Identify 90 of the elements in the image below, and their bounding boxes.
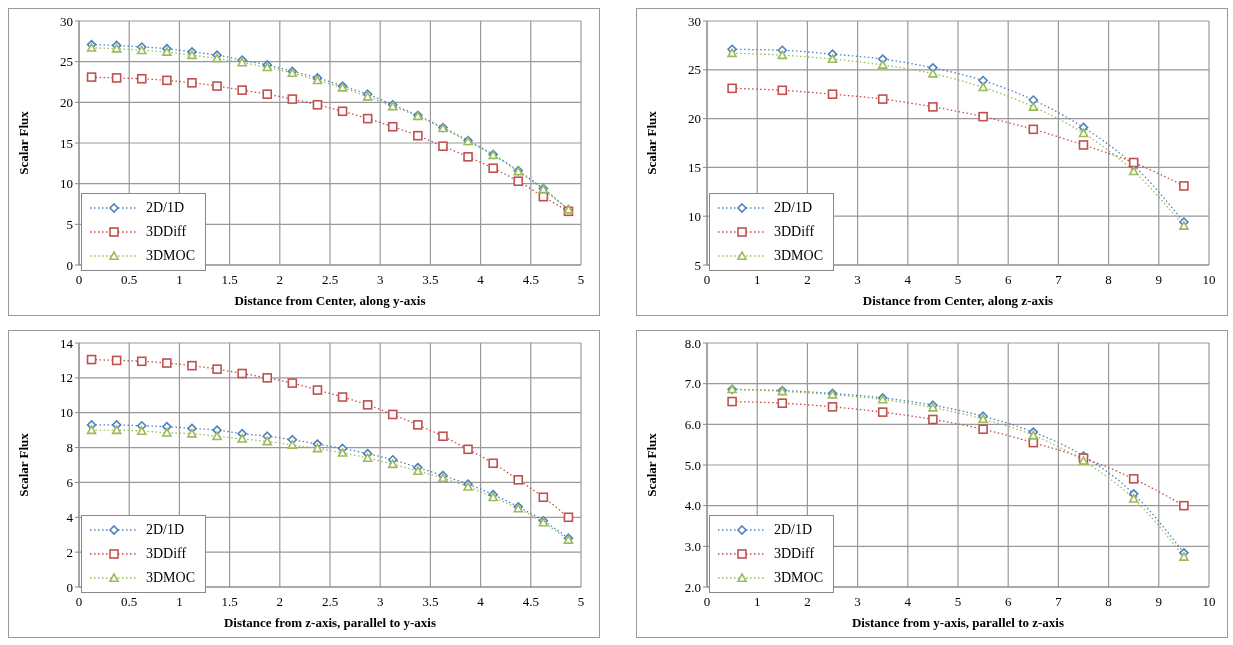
x-tick-label: 3 (376, 594, 384, 610)
y-tick-label: 8.0 (684, 335, 701, 351)
x-tick-label: 0 (703, 272, 711, 288)
y-tick-label: 30 (688, 13, 701, 29)
y-tick-label: 2 (66, 544, 73, 560)
x-tick-label: 4 (904, 272, 912, 288)
x-tick-label: 1.5 (221, 272, 238, 288)
x-tick-label: 0 (703, 594, 711, 610)
y-tick-label: 25 (60, 54, 73, 70)
x-tick-label: 5 (954, 594, 962, 610)
x-tick-label: 10 (1202, 594, 1216, 610)
y-axis-title: Scalar Flux (643, 110, 659, 175)
y-tick-label: 8 (66, 440, 73, 456)
y-tick-label: 0 (66, 257, 73, 273)
x-tick-label: 2.5 (321, 594, 339, 610)
x-axis-title: Distance from Center, along y-axis (234, 293, 426, 308)
y-axis-title: Scalar Flux (15, 110, 31, 175)
x-tick-label: 3 (854, 272, 861, 288)
y-tick-label: 12 (60, 370, 73, 386)
x-tick-label: 1 (176, 272, 183, 288)
legend-label: 3DMOC (146, 248, 196, 264)
x-tick-label: 1 (753, 594, 761, 610)
x-tick-label: 3 (376, 272, 384, 288)
y-tick-label: 20 (60, 94, 73, 110)
x-tick-label: 9 (1155, 594, 1163, 610)
y-tick-label: 4.0 (684, 498, 701, 514)
x-axis-title: Distance from z-axis, parallel to y-axis (223, 615, 437, 630)
x-tick-label: 9 (1155, 272, 1163, 288)
y-tick-label: 15 (60, 135, 73, 151)
y-tick-label: 20 (688, 111, 701, 127)
legend-label: 3DDiff (774, 224, 815, 240)
x-tick-label: 4 (477, 272, 485, 288)
y-tick-label: 2.0 (684, 579, 701, 595)
x-tick-label: 4.5 (522, 272, 539, 288)
y-axis-title: Scalar Flux (15, 432, 31, 497)
x-tick-label: 8 (1105, 594, 1112, 610)
x-axis-title: Distance from y-axis, parallel to z-axis (851, 615, 1065, 630)
x-tick-label: 6 (1004, 272, 1012, 288)
x-tick-label: 8 (1105, 272, 1112, 288)
y-tick-label: 5 (66, 216, 73, 232)
legend-label: 3DMOC (146, 570, 196, 586)
x-tick-label: 0.5 (121, 272, 138, 288)
x-tick-label: 7 (1055, 272, 1063, 288)
x-tick-label: 6 (1004, 594, 1012, 610)
x-tick-label: 3.5 (422, 594, 439, 610)
x-tick-label: 0.5 (121, 594, 138, 610)
y-tick-label: 7.0 (684, 376, 701, 392)
x-tick-label: 1.5 (221, 594, 238, 610)
y-tick-label: 15 (688, 160, 701, 176)
x-tick-label: 1 (753, 272, 761, 288)
legend-label: 2D/1D (774, 522, 813, 538)
x-tick-label: 4 (477, 594, 485, 610)
x-tick-label: 10 (1202, 272, 1216, 288)
x-tick-label: 5 (577, 594, 585, 610)
y-tick-label: 6.0 (684, 416, 701, 432)
x-tick-label: 5 (577, 272, 585, 288)
y-tick-label: 6 (66, 475, 74, 491)
x-tick-label: 2 (276, 272, 284, 288)
x-tick-label: 3 (854, 594, 861, 610)
legend-label: 3DMOC (774, 570, 824, 586)
y-tick-label: 4 (66, 509, 74, 525)
y-tick-label: 14 (60, 335, 74, 351)
x-tick-label: 2.5 (321, 272, 339, 288)
x-tick-label: 7 (1055, 594, 1063, 610)
y-tick-label: 5.0 (684, 457, 701, 473)
y-tick-label: 3.0 (684, 538, 701, 554)
legend-label: 2D/1D (146, 200, 185, 216)
x-tick-label: 4.5 (522, 594, 539, 610)
y-tick-label: 0 (66, 579, 73, 595)
y-tick-label: 10 (60, 405, 73, 421)
x-tick-label: 1 (176, 594, 183, 610)
x-tick-label: 3.5 (422, 272, 439, 288)
legend-label: 3DDiff (146, 224, 187, 240)
x-tick-label: 2 (276, 594, 284, 610)
x-tick-label: 2 (804, 272, 811, 288)
y-tick-label: 30 (60, 13, 73, 29)
legend-label: 3DDiff (146, 546, 187, 562)
legend-label: 2D/1D (146, 522, 185, 538)
x-tick-label: 2 (804, 594, 811, 610)
legend-label: 2D/1D (774, 200, 813, 216)
y-tick-label: 10 (60, 176, 73, 192)
x-tick-label: 4 (904, 594, 912, 610)
x-axis-title: Distance from Center, along z-axis (862, 293, 1054, 308)
legend-label: 3DMOC (774, 248, 824, 264)
y-axis-title: Scalar Flux (643, 432, 659, 497)
x-tick-label: 5 (954, 272, 962, 288)
y-tick-label: 10 (688, 208, 701, 224)
y-tick-label: 5 (694, 257, 701, 273)
legend-label: 3DDiff (774, 546, 815, 562)
y-tick-label: 25 (688, 62, 701, 78)
